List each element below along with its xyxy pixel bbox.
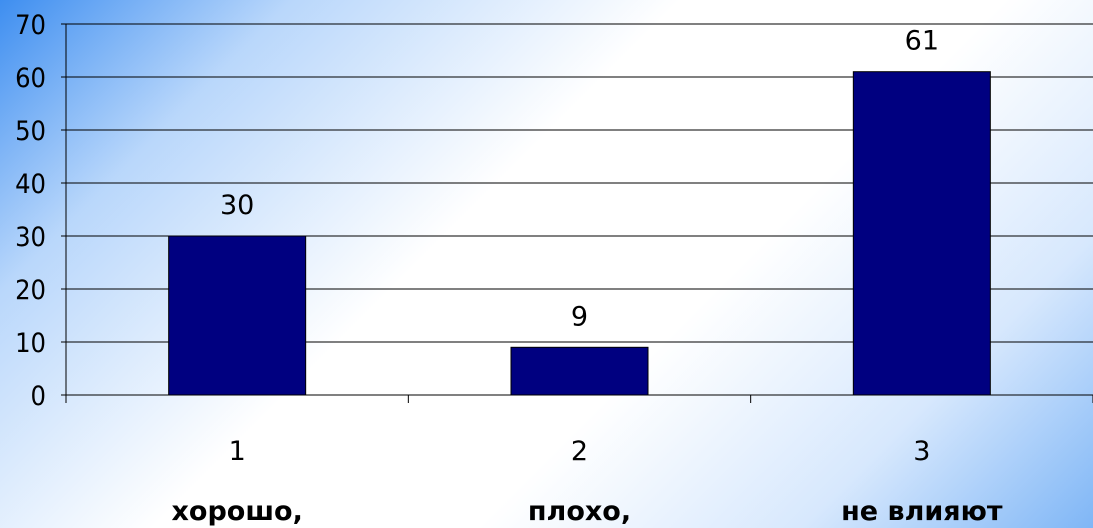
- y-tick-label: 0: [31, 381, 46, 412]
- x-category-label: 3: [913, 436, 930, 467]
- y-tick-label: 40: [15, 169, 46, 200]
- x-axis: 1 хорошо, 2 плохо, 3 не влияют: [65, 394, 1093, 527]
- x-category-sublabel: хорошо,: [172, 496, 303, 527]
- x-category-sublabel: не влияют: [841, 496, 1003, 527]
- x-category-sublabel: плохо,: [528, 496, 631, 527]
- y-tick-label: 60: [15, 63, 46, 94]
- y-tick-label: 30: [15, 222, 46, 253]
- data-label: 9: [571, 301, 588, 332]
- bar-1: [168, 235, 307, 396]
- y-tick-label: 50: [15, 116, 46, 147]
- data-labels: 30 9 61: [220, 26, 939, 333]
- data-label: 61: [905, 26, 939, 57]
- y-tick-label: 70: [15, 10, 46, 41]
- x-category-label: 1: [229, 436, 246, 467]
- y-tick-label: 10: [15, 328, 46, 359]
- y-axis: 0 10 20 30 40 50 60 70: [15, 10, 67, 412]
- bar-3: [852, 71, 991, 396]
- bars: [168, 71, 991, 396]
- bar-2: [510, 346, 649, 396]
- data-label: 30: [220, 190, 254, 221]
- y-tick-label: 20: [15, 275, 46, 306]
- x-category-label: 2: [571, 436, 588, 467]
